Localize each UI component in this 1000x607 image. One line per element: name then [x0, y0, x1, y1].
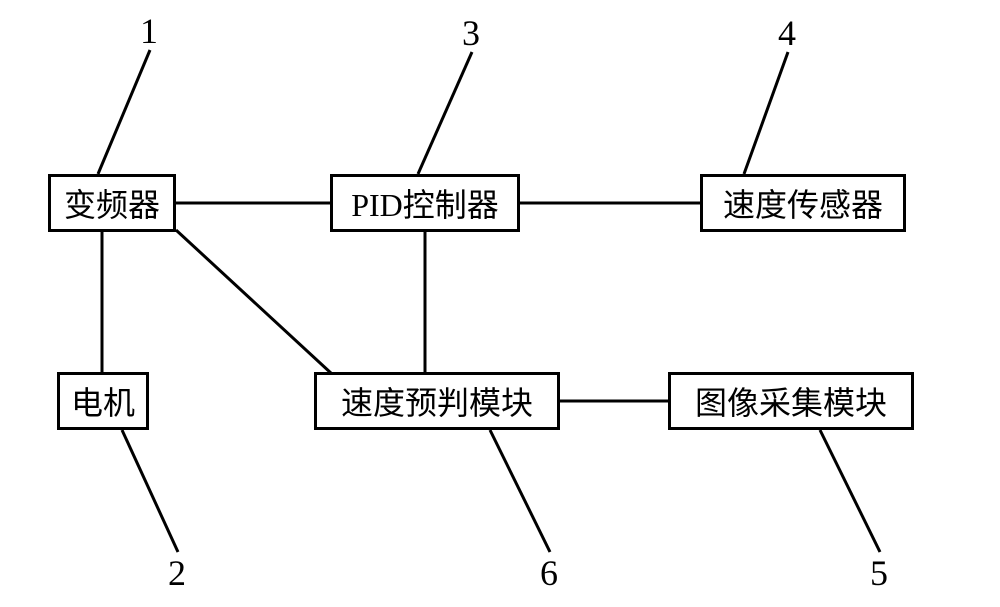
callout-text: 3	[462, 13, 480, 53]
callout-leader	[418, 52, 472, 174]
callout-text: 5	[870, 553, 888, 593]
node-inverter: 变频器	[48, 174, 176, 232]
node-label: 速度传感器	[723, 180, 883, 226]
callout-2: 2	[168, 552, 186, 594]
callout-text: 1	[140, 11, 158, 51]
callout-text: 6	[540, 553, 558, 593]
node-label: PID控制器	[351, 180, 499, 226]
node-image-acq: 图像采集模块	[668, 372, 914, 430]
callout-leader	[744, 52, 788, 174]
callout-leader	[490, 430, 550, 552]
callout-1: 1	[140, 10, 158, 52]
edge	[176, 230, 332, 374]
callout-4: 4	[778, 12, 796, 54]
callout-6: 6	[540, 552, 558, 594]
callout-text: 2	[168, 553, 186, 593]
node-label: 速度预判模块	[341, 378, 533, 424]
callout-leader	[122, 430, 178, 552]
callout-leader	[98, 50, 150, 174]
callout-5: 5	[870, 552, 888, 594]
diagram-canvas: 变频器 电机 PID控制器 速度传感器 速度预判模块 图像采集模块 1 3 4 …	[0, 0, 1000, 607]
node-motor: 电机	[57, 372, 149, 430]
node-label: 变频器	[64, 180, 160, 226]
node-label: 电机	[71, 378, 135, 424]
node-speed-sensor: 速度传感器	[700, 174, 906, 232]
node-label: 图像采集模块	[695, 378, 887, 424]
node-pid: PID控制器	[330, 174, 520, 232]
connector-lines	[0, 0, 1000, 607]
node-speed-predict: 速度预判模块	[314, 372, 560, 430]
callout-text: 4	[778, 13, 796, 53]
callout-leader	[820, 430, 880, 552]
callout-3: 3	[462, 12, 480, 54]
